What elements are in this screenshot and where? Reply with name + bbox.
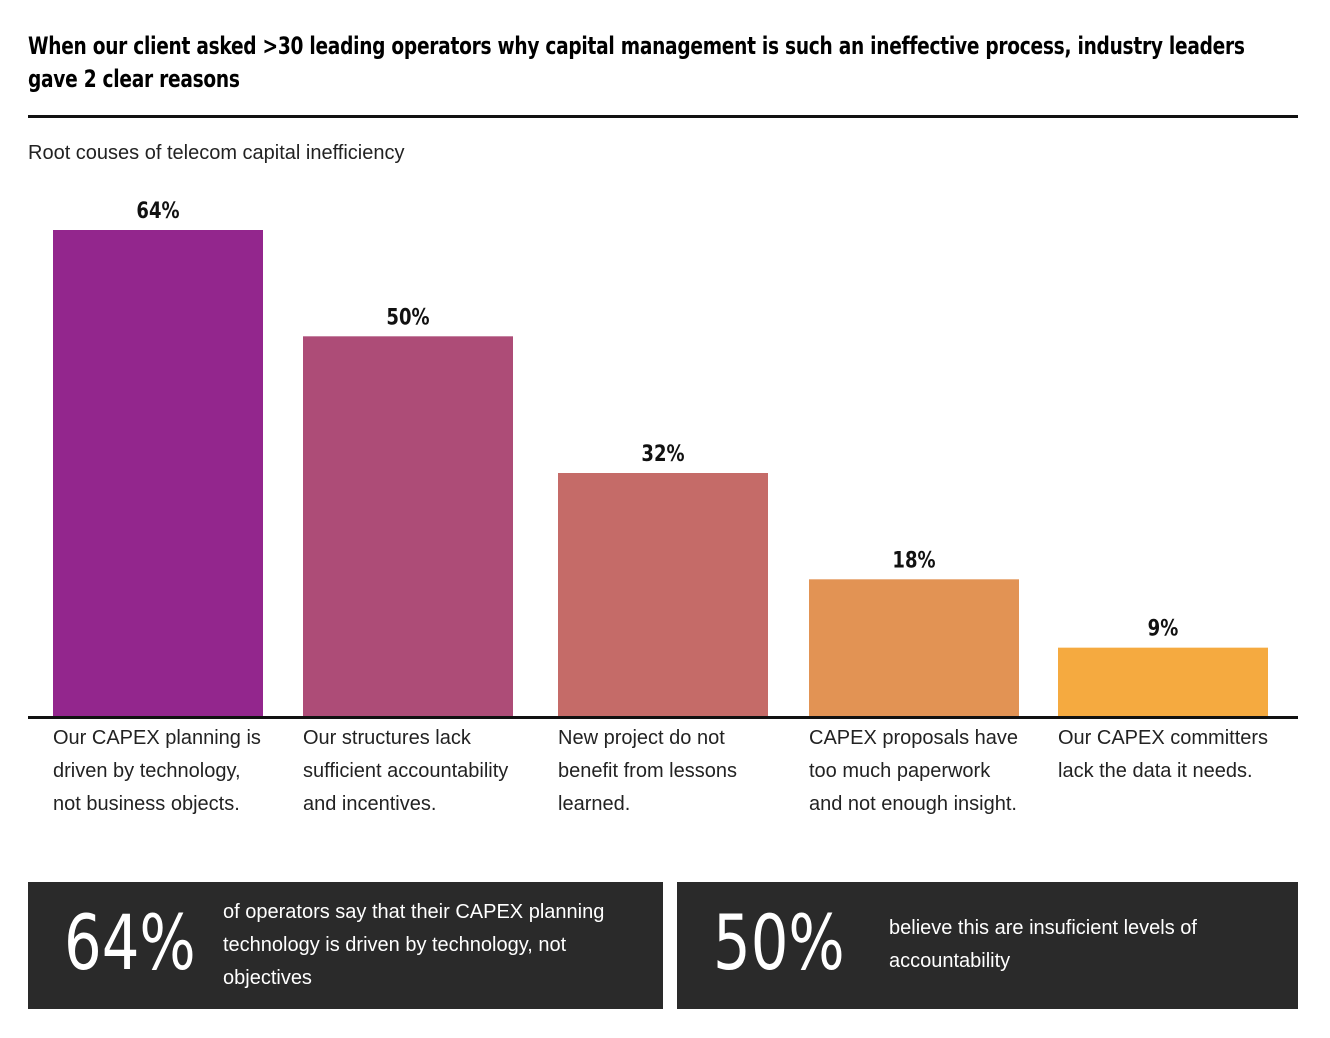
callout-text-1: of operators say that their CAPEX planni… [223, 901, 605, 989]
callout-panel-2: 50% believe this are insuficient levels … [677, 882, 1298, 1009]
category-label-2: Our structures lack sufficient accountab… [303, 727, 509, 815]
x-axis-line [28, 716, 1298, 719]
callout-panel-1: 64% of operators say that their CAPEX pl… [28, 882, 663, 1009]
headline-divider [28, 115, 1298, 118]
headline: When our client asked >30 leading operat… [28, 32, 1245, 93]
category-label-3: New project do not benefit from lessons … [558, 727, 737, 815]
bar-5 [1058, 647, 1268, 716]
bar-chart: 64% 50% 32% 18% 9% [28, 197, 1298, 719]
category-label-5: Our CAPEX committers lack the data it ne… [1058, 727, 1269, 782]
bar-value-label-5: 9% [1148, 615, 1179, 641]
chart-title: Root couses of telecom capital inefficie… [28, 142, 405, 164]
bar-value-label-1: 64% [136, 197, 179, 223]
bar-3 [558, 473, 768, 716]
callout-value-2: 50% [713, 898, 845, 987]
bar-value-label-4: 18% [892, 547, 935, 573]
bar-4 [809, 579, 1019, 716]
category-label-4: CAPEX proposals have too much paperwork … [809, 727, 1019, 815]
bar-value-label-3: 32% [641, 440, 684, 466]
bar-1 [53, 230, 263, 716]
bar-2 [303, 336, 513, 716]
callout-text-2: believe this are insuficient levels of a… [889, 917, 1197, 972]
callout-value-1: 64% [64, 898, 196, 987]
category-label-1: Our CAPEX planning is driven by technolo… [53, 727, 261, 815]
bar-value-label-2: 50% [386, 304, 429, 330]
